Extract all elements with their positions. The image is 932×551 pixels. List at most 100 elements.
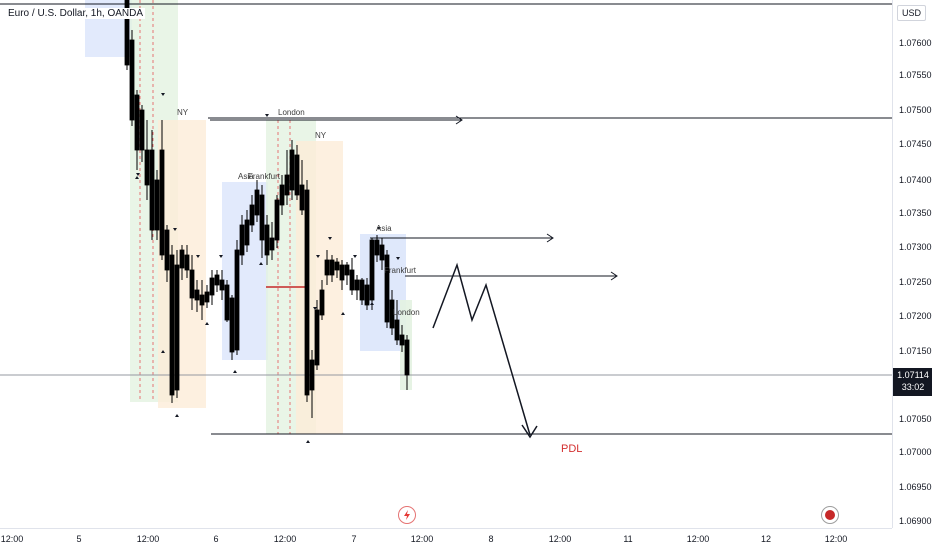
candle-body	[284, 174, 290, 196]
candle-body	[244, 219, 250, 246]
candle-body	[164, 229, 170, 271]
fractal-down-marker	[313, 307, 317, 310]
time-tick: 12:00	[136, 534, 160, 544]
candle-body	[219, 279, 225, 291]
candle-body	[294, 154, 300, 196]
fractal-up-marker	[370, 302, 374, 305]
candle-body	[159, 149, 165, 256]
candle-body	[129, 39, 135, 121]
candle-body	[404, 339, 410, 376]
chart-area[interactable]: Euro / U.S. Dollar, 1h, OANDA NY L	[0, 0, 892, 528]
fractal-down-marker	[173, 228, 177, 231]
candle-body	[204, 291, 210, 303]
time-tick: 12:00	[410, 534, 434, 544]
candle-body	[239, 224, 245, 256]
candle-body	[299, 184, 305, 211]
label-asia: Asia	[238, 172, 254, 181]
fractal-down-marker	[265, 114, 269, 117]
time-tick: 12:00	[548, 534, 572, 544]
candle-body	[324, 259, 330, 276]
price-tick: 1.07250	[899, 277, 932, 287]
candle-body	[134, 94, 140, 151]
candle-body	[399, 334, 405, 346]
price-tick: 1.07400	[899, 175, 932, 185]
time-tick: 12:00	[0, 534, 24, 544]
flash-icon[interactable]	[398, 506, 416, 524]
time-tick: 5	[76, 534, 82, 544]
candle-body	[369, 239, 375, 301]
label-pdl: PDL	[561, 443, 582, 455]
fractal-up-marker	[259, 262, 263, 265]
fractal-markers	[135, 93, 400, 443]
time-tick: 12:00	[273, 534, 297, 544]
candle-body	[389, 299, 395, 329]
fractal-up-marker	[161, 350, 165, 353]
time-axis[interactable]: 12:00 5 12:00 6 12:00 7 12:00 8 12:00 11 12:00 12 12…	[0, 528, 892, 551]
candle-body	[174, 264, 180, 391]
fractal-down-marker	[196, 255, 200, 258]
level-arrow	[210, 115, 463, 125]
price-tick: 1.07550	[899, 70, 932, 80]
candle-body	[194, 289, 200, 301]
label-ny: NY	[315, 131, 327, 140]
price-tick: 1.07000	[899, 447, 932, 457]
candle-body	[354, 279, 360, 291]
time-tick: 6	[213, 534, 219, 544]
candle-body	[264, 224, 270, 256]
candle-body	[319, 289, 325, 316]
price-tick: 1.07500	[899, 105, 932, 115]
time-tick: 7	[351, 534, 357, 544]
candle-body	[344, 264, 350, 276]
candle-body	[279, 184, 285, 206]
fractal-down-marker	[136, 173, 140, 176]
symbol-title: Euro / U.S. Dollar, 1h, OANDA	[6, 8, 146, 19]
candle-body	[199, 294, 205, 306]
price-axis[interactable]: USD 1.07600 1.07550 1.07500 1.07450 1.07400 1…	[892, 0, 932, 528]
price-tick: 1.07050	[899, 414, 932, 424]
label-london: London	[278, 108, 305, 117]
time-tick: 12:00	[824, 534, 848, 544]
candle-body	[179, 249, 185, 269]
candle-body	[234, 249, 240, 351]
candle-body	[124, 0, 130, 66]
fractal-down-marker	[353, 255, 357, 258]
label-ny: NY	[177, 108, 189, 117]
candle-body	[329, 259, 335, 276]
fractal-down-marker	[219, 255, 223, 258]
time-tick: 12:00	[686, 534, 710, 544]
label-frankfurt: Frankfurt	[384, 266, 417, 275]
candle-body	[154, 179, 160, 231]
candle-body	[379, 244, 385, 261]
candle-body	[269, 237, 275, 251]
candle-body	[259, 194, 265, 241]
candle-body	[334, 261, 340, 271]
candle-body	[374, 239, 380, 256]
currency-label[interactable]: USD	[897, 5, 927, 21]
candle-body	[209, 277, 215, 296]
record-icon[interactable]	[821, 506, 839, 524]
candle-body	[274, 199, 280, 241]
price-tick: 1.07300	[899, 242, 932, 252]
level-arrow-frankfurt	[405, 271, 618, 281]
label-london: London	[393, 308, 420, 317]
price-tick: 1.07600	[899, 38, 932, 48]
price-tick: 1.07350	[899, 208, 932, 218]
candle-body	[144, 149, 150, 186]
last-price: 1.07114	[897, 370, 929, 380]
candle-body	[254, 189, 260, 216]
candle-body	[339, 264, 345, 281]
price-tick: 1.07450	[899, 139, 932, 149]
candle-body	[309, 359, 315, 391]
candle-body	[289, 149, 295, 191]
candle-body	[314, 309, 320, 366]
candle-body	[349, 269, 355, 291]
fractal-up-marker	[233, 370, 237, 373]
price-tick: 1.06900	[899, 516, 932, 526]
candles	[124, 0, 410, 418]
candle-body	[149, 149, 155, 231]
candle-body	[184, 254, 190, 271]
candle-body	[304, 189, 310, 396]
fractal-up-marker	[306, 440, 310, 443]
price-tick: 1.07150	[899, 346, 932, 356]
candle-body	[364, 284, 370, 306]
